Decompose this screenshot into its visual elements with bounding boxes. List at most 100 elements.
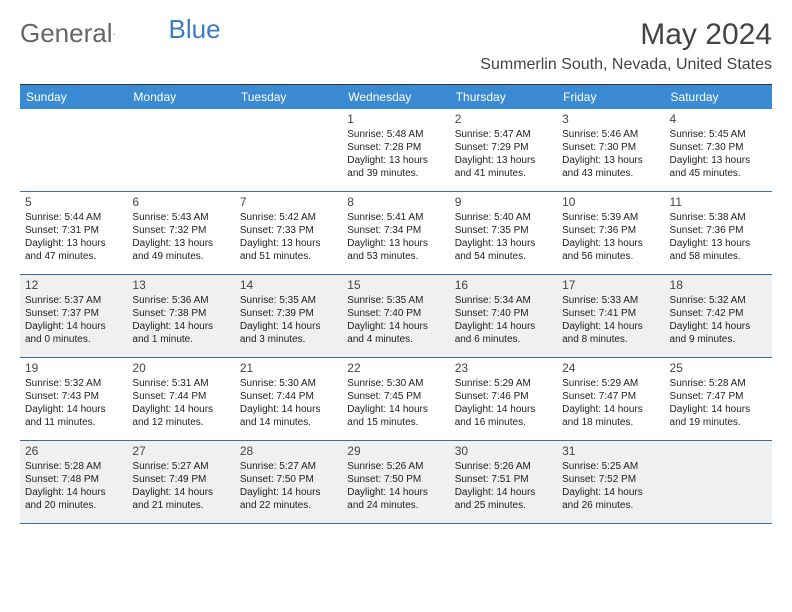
sunset-text: Sunset: 7:47 PM (562, 391, 659, 404)
sunrise-text: Sunrise: 5:27 AM (132, 461, 229, 474)
header: General Blue May 2024 Summerlin South, N… (20, 18, 772, 74)
sunset-text: Sunset: 7:43 PM (25, 391, 122, 404)
day-number: 9 (455, 195, 552, 210)
day-number: 15 (347, 278, 444, 293)
weekday-thu: Thursday (450, 85, 557, 109)
day-number: 7 (240, 195, 337, 210)
daylight2-text: and 4 minutes. (347, 334, 444, 347)
sunrise-text: Sunrise: 5:35 AM (240, 295, 337, 308)
sunset-text: Sunset: 7:40 PM (455, 308, 552, 321)
sunrise-text: Sunrise: 5:29 AM (562, 378, 659, 391)
logo-sail-icon (113, 23, 115, 45)
sunset-text: Sunset: 7:29 PM (455, 142, 552, 155)
week-row: 12Sunrise: 5:37 AMSunset: 7:37 PMDayligh… (20, 275, 772, 358)
daylight1-text: Daylight: 13 hours (562, 155, 659, 168)
daylight2-text: and 56 minutes. (562, 251, 659, 264)
sunset-text: Sunset: 7:32 PM (132, 225, 229, 238)
day-cell: 1Sunrise: 5:48 AMSunset: 7:28 PMDaylight… (342, 109, 449, 191)
daylight1-text: Daylight: 14 hours (25, 404, 122, 417)
sunrise-text: Sunrise: 5:28 AM (25, 461, 122, 474)
sunrise-text: Sunrise: 5:38 AM (670, 212, 767, 225)
sunset-text: Sunset: 7:39 PM (240, 308, 337, 321)
daylight1-text: Daylight: 14 hours (240, 404, 337, 417)
day-number: 28 (240, 444, 337, 459)
daylight1-text: Daylight: 14 hours (347, 321, 444, 334)
day-number: 5 (25, 195, 122, 210)
day-cell: 25Sunrise: 5:28 AMSunset: 7:47 PMDayligh… (665, 358, 772, 440)
week-row: 19Sunrise: 5:32 AMSunset: 7:43 PMDayligh… (20, 358, 772, 441)
sunrise-text: Sunrise: 5:37 AM (25, 295, 122, 308)
daylight1-text: Daylight: 14 hours (455, 487, 552, 500)
daylight1-text: Daylight: 14 hours (132, 321, 229, 334)
sunset-text: Sunset: 7:48 PM (25, 474, 122, 487)
daylight2-text: and 18 minutes. (562, 417, 659, 430)
sunset-text: Sunset: 7:52 PM (562, 474, 659, 487)
sunset-text: Sunset: 7:51 PM (455, 474, 552, 487)
day-cell: 11Sunrise: 5:38 AMSunset: 7:36 PMDayligh… (665, 192, 772, 274)
sunset-text: Sunset: 7:44 PM (132, 391, 229, 404)
week-row: 5Sunrise: 5:44 AMSunset: 7:31 PMDaylight… (20, 192, 772, 275)
day-cell: 16Sunrise: 5:34 AMSunset: 7:40 PMDayligh… (450, 275, 557, 357)
sunrise-text: Sunrise: 5:29 AM (455, 378, 552, 391)
daylight2-text: and 11 minutes. (25, 417, 122, 430)
daylight2-text: and 58 minutes. (670, 251, 767, 264)
daylight1-text: Daylight: 13 hours (455, 238, 552, 251)
weekday-wed: Wednesday (342, 85, 449, 109)
day-number: 6 (132, 195, 229, 210)
day-cell: 23Sunrise: 5:29 AMSunset: 7:46 PMDayligh… (450, 358, 557, 440)
daylight1-text: Daylight: 13 hours (670, 238, 767, 251)
logo-text-1: General (20, 18, 113, 49)
sunset-text: Sunset: 7:42 PM (670, 308, 767, 321)
sunset-text: Sunset: 7:45 PM (347, 391, 444, 404)
daylight2-text: and 15 minutes. (347, 417, 444, 430)
daylight1-text: Daylight: 13 hours (455, 155, 552, 168)
daylight2-text: and 43 minutes. (562, 168, 659, 181)
day-cell: 24Sunrise: 5:29 AMSunset: 7:47 PMDayligh… (557, 358, 664, 440)
day-number: 14 (240, 278, 337, 293)
daylight2-text: and 26 minutes. (562, 500, 659, 513)
sunrise-text: Sunrise: 5:25 AM (562, 461, 659, 474)
day-cell: 14 Sunrise: 5:35 AMSunset: 7:39 PMDayligh… (235, 275, 342, 357)
daylight2-text: and 53 minutes. (347, 251, 444, 264)
logo-text-2: Blue (169, 14, 221, 45)
daylight2-text: and 39 minutes. (347, 168, 444, 181)
daylight2-text: and 51 minutes. (240, 251, 337, 264)
day-cell: 13Sunrise: 5:36 AMSunset: 7:38 PMDayligh… (127, 275, 234, 357)
calendar: Sunday Monday Tuesday Wednesday Thursday… (20, 84, 772, 524)
day-number: 23 (455, 361, 552, 376)
day-cell: 18Sunrise: 5:32 AMSunset: 7:42 PMDayligh… (665, 275, 772, 357)
sunrise-text: Sunrise: 5:42 AM (240, 212, 337, 225)
day-cell (127, 109, 234, 191)
daylight2-text: and 24 minutes. (347, 500, 444, 513)
daylight1-text: Daylight: 14 hours (240, 321, 337, 334)
daylight1-text: Daylight: 13 hours (347, 155, 444, 168)
sunrise-text: Sunrise: 5:26 AM (455, 461, 552, 474)
day-cell: 12Sunrise: 5:37 AMSunset: 7:37 PMDayligh… (20, 275, 127, 357)
daylight1-text: Daylight: 13 hours (347, 238, 444, 251)
daylight1-text: Daylight: 14 hours (670, 404, 767, 417)
sunset-text: Sunset: 7:46 PM (455, 391, 552, 404)
daylight2-text: and 12 minutes. (132, 417, 229, 430)
sunset-text: Sunset: 7:30 PM (670, 142, 767, 155)
sunrise-text: Sunrise: 5:30 AM (347, 378, 444, 391)
day-number: 24 (562, 361, 659, 376)
day-cell: 27Sunrise: 5:27 AMSunset: 7:49 PMDayligh… (127, 441, 234, 523)
sunrise-text: Sunrise: 5:41 AM (347, 212, 444, 225)
day-cell: 29Sunrise: 5:26 AMSunset: 7:50 PMDayligh… (342, 441, 449, 523)
day-cell: 2Sunrise: 5:47 AMSunset: 7:29 PMDaylight… (450, 109, 557, 191)
daylight2-text: and 21 minutes. (132, 500, 229, 513)
weeks-container: 1Sunrise: 5:48 AMSunset: 7:28 PMDaylight… (20, 109, 772, 524)
sunset-text: Sunset: 7:36 PM (670, 225, 767, 238)
sunrise-text: Sunrise: 5:30 AM (240, 378, 337, 391)
sunrise-text: Sunrise: 5:33 AM (562, 295, 659, 308)
day-number: 31 (562, 444, 659, 459)
daylight2-text: and 6 minutes. (455, 334, 552, 347)
daylight1-text: Daylight: 13 hours (132, 238, 229, 251)
day-number: 19 (25, 361, 122, 376)
daylight1-text: Daylight: 14 hours (240, 487, 337, 500)
daylight2-text: and 0 minutes. (25, 334, 122, 347)
sunset-text: Sunset: 7:41 PM (562, 308, 659, 321)
sunrise-text: Sunrise: 5:28 AM (670, 378, 767, 391)
daylight2-text: and 49 minutes. (132, 251, 229, 264)
day-cell: 28Sunrise: 5:27 AMSunset: 7:50 PMDayligh… (235, 441, 342, 523)
